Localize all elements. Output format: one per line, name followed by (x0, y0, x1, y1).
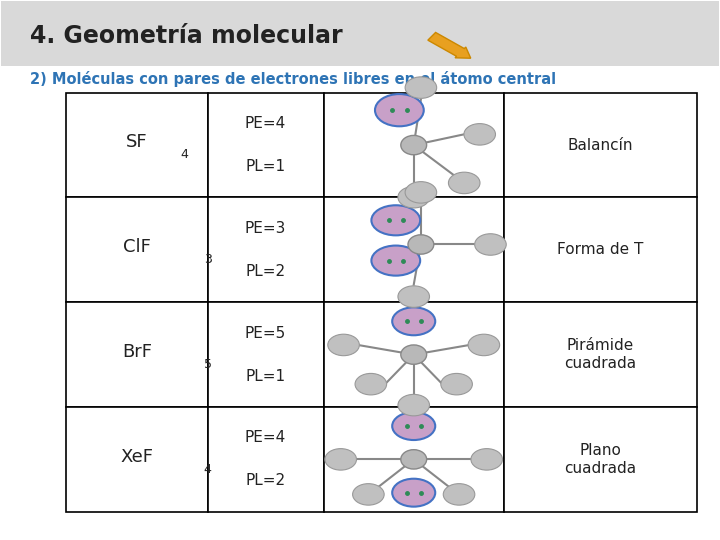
Ellipse shape (474, 234, 506, 255)
FancyBboxPatch shape (323, 407, 504, 512)
Ellipse shape (375, 94, 424, 126)
FancyArrow shape (428, 32, 471, 58)
Ellipse shape (444, 484, 474, 505)
Ellipse shape (372, 246, 420, 275)
Text: Pirámide
cuadrada: Pirámide cuadrada (564, 339, 636, 371)
Ellipse shape (405, 181, 436, 203)
Text: PL=2: PL=2 (246, 264, 286, 279)
Ellipse shape (392, 307, 435, 335)
Ellipse shape (392, 412, 435, 440)
Ellipse shape (355, 374, 387, 395)
Ellipse shape (325, 449, 356, 470)
Ellipse shape (441, 374, 472, 395)
Text: Balancín: Balancín (568, 138, 633, 153)
Text: 5: 5 (204, 358, 212, 371)
Ellipse shape (353, 484, 384, 505)
Text: Plano
cuadrada: Plano cuadrada (564, 443, 636, 476)
FancyBboxPatch shape (66, 302, 207, 407)
FancyBboxPatch shape (1, 2, 719, 66)
FancyBboxPatch shape (66, 407, 207, 512)
Ellipse shape (464, 124, 495, 145)
Text: Forma de T: Forma de T (557, 242, 644, 258)
Text: 4: 4 (204, 463, 212, 476)
FancyBboxPatch shape (207, 302, 323, 407)
FancyBboxPatch shape (504, 302, 697, 407)
FancyBboxPatch shape (504, 407, 697, 512)
Text: XeF: XeF (120, 448, 153, 465)
Ellipse shape (372, 205, 420, 235)
Ellipse shape (468, 334, 500, 356)
Ellipse shape (471, 449, 503, 470)
Circle shape (401, 136, 427, 155)
Text: PE=4: PE=4 (245, 116, 287, 131)
Circle shape (408, 235, 434, 254)
Circle shape (401, 450, 427, 469)
FancyBboxPatch shape (323, 302, 504, 407)
Circle shape (401, 345, 427, 364)
FancyBboxPatch shape (207, 407, 323, 512)
FancyBboxPatch shape (323, 93, 504, 198)
Ellipse shape (398, 394, 430, 416)
Text: PL=1: PL=1 (246, 159, 286, 174)
FancyBboxPatch shape (504, 198, 697, 302)
Ellipse shape (398, 286, 430, 307)
Ellipse shape (392, 479, 435, 507)
Text: 4: 4 (180, 148, 188, 161)
Text: 4. Geometría molecular: 4. Geometría molecular (30, 24, 343, 48)
Text: BrF: BrF (122, 343, 152, 361)
Text: PL=2: PL=2 (246, 474, 286, 488)
Text: 2) Moléculas con pares de electrones libres en el átomo central: 2) Moléculas con pares de electrones lib… (30, 71, 557, 87)
Text: SF: SF (126, 133, 148, 151)
FancyBboxPatch shape (504, 93, 697, 198)
Text: 3: 3 (204, 253, 212, 266)
Text: PE=5: PE=5 (245, 326, 287, 341)
Text: PL=1: PL=1 (246, 369, 286, 383)
Ellipse shape (405, 77, 436, 98)
Ellipse shape (328, 334, 359, 356)
FancyBboxPatch shape (66, 198, 207, 302)
FancyBboxPatch shape (207, 93, 323, 198)
Ellipse shape (398, 186, 430, 208)
Text: PE=3: PE=3 (245, 221, 287, 236)
FancyBboxPatch shape (207, 198, 323, 302)
FancyBboxPatch shape (66, 93, 207, 198)
Text: ClF: ClF (123, 238, 150, 256)
Text: PE=4: PE=4 (245, 430, 287, 445)
FancyBboxPatch shape (323, 198, 504, 302)
Ellipse shape (449, 172, 480, 194)
